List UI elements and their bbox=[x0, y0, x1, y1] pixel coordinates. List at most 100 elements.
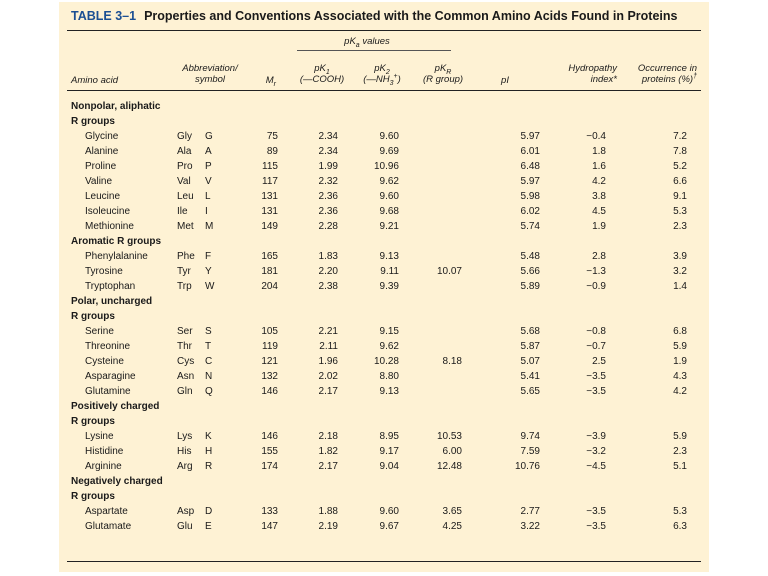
table-row: Phenylalanine Phe F 165 1.83 9.13 5.48 2.8 3.9 bbox=[59, 249, 687, 264]
abbreviation-cell: Ser bbox=[177, 326, 193, 337]
abbreviation-cell: Gly bbox=[177, 131, 192, 142]
abbreviation-cell: Glu bbox=[177, 521, 193, 532]
pka-values-header: pKa values bbox=[344, 36, 390, 49]
mr-cell: 119 bbox=[262, 341, 278, 352]
symbol-cell: N bbox=[205, 371, 213, 382]
group-header-row: Polar, uncharged bbox=[59, 294, 687, 309]
pk2-cell: 8.95 bbox=[379, 431, 399, 442]
hydropathy-cell: −3.2 bbox=[586, 446, 606, 457]
pk2-cell: 9.39 bbox=[379, 281, 399, 292]
group-label: R groups bbox=[71, 491, 115, 502]
pk2-cell: 10.96 bbox=[373, 161, 399, 172]
name-cell: Tryptophan bbox=[85, 281, 136, 292]
pkr-cell: 12.48 bbox=[436, 461, 462, 472]
pkr-cell: 10.53 bbox=[436, 431, 462, 442]
abbreviation-cell: Phe bbox=[177, 251, 195, 262]
pkr-cell: 3.65 bbox=[442, 506, 462, 517]
pk2-cell: 9.60 bbox=[379, 191, 399, 202]
mr-cell: 147 bbox=[261, 521, 278, 532]
table-row: Asparagine Asn N 132 2.02 8.80 5.41 −3.5 4.3 bbox=[59, 369, 687, 384]
table-panel: TABLE 3–1 Properties and Conventions Asso… bbox=[59, 2, 709, 572]
hydropathy-cell: 1.8 bbox=[592, 146, 606, 157]
mr-cell: 131 bbox=[261, 191, 278, 202]
mr-cell: 117 bbox=[262, 176, 278, 187]
hydropathy-cell: 4.5 bbox=[592, 206, 606, 217]
table-row: Valine Val V 117 2.32 9.62 5.97 4.2 6.6 bbox=[59, 174, 687, 189]
abbreviation-cell: Met bbox=[177, 221, 194, 232]
name-cell: Aspartate bbox=[85, 506, 128, 517]
pk2-cell: 9.11 bbox=[380, 266, 399, 277]
occurrence-cell: 5.3 bbox=[673, 206, 687, 217]
mr-cell: 165 bbox=[261, 251, 278, 262]
mr-cell: 121 bbox=[261, 356, 278, 367]
hydropathy-cell: −0.9 bbox=[586, 281, 606, 292]
hydropathy-cell: −1.3 bbox=[586, 266, 606, 277]
pk1-cell: 2.36 bbox=[318, 191, 338, 202]
name-cell: Lysine bbox=[85, 431, 114, 442]
hydropathy-cell: −4.5 bbox=[586, 461, 606, 472]
mr-cell: 115 bbox=[262, 161, 278, 172]
table-row: Tryptophan Trp W 204 2.38 9.39 5.89 −0.9 1.4 bbox=[59, 279, 687, 294]
mr-cell: 174 bbox=[261, 461, 278, 472]
pk1-cell: 2.02 bbox=[318, 371, 338, 382]
pk1-cell: 2.32 bbox=[318, 176, 338, 187]
name-cell: Cysteine bbox=[85, 356, 124, 367]
symbol-cell: C bbox=[205, 356, 213, 367]
abbreviation-cell: Gln bbox=[177, 386, 193, 397]
pk1-cell: 2.17 bbox=[318, 461, 338, 472]
pkr-cell bbox=[399, 279, 462, 294]
pi-cell: 5.68 bbox=[520, 326, 540, 337]
pi-cell: 5.48 bbox=[520, 251, 540, 262]
pi-cell: 6.01 bbox=[520, 146, 540, 157]
pk2-cell: 10.28 bbox=[373, 356, 399, 367]
group-header-row: Aromatic R groups bbox=[59, 234, 687, 249]
symbol-cell: S bbox=[205, 326, 212, 337]
symbol-cell: H bbox=[205, 446, 213, 457]
abbreviation-cell: Lys bbox=[177, 431, 193, 442]
hydropathy-cell: 1.6 bbox=[592, 161, 606, 172]
pkr-cell bbox=[399, 129, 462, 144]
name-cell: Threonine bbox=[85, 341, 131, 352]
hydropathy-cell: −3.5 bbox=[586, 521, 606, 532]
occurrence-cell: 4.2 bbox=[673, 386, 687, 397]
mr-cell: 146 bbox=[261, 386, 278, 397]
pkr-cell bbox=[399, 369, 462, 384]
pkr-cell bbox=[399, 189, 462, 204]
abbreviation-cell: Ala bbox=[177, 146, 192, 157]
hydropathy-cell: 2.8 bbox=[592, 251, 606, 262]
group-header-row: Positively charged bbox=[59, 399, 687, 414]
occurrence-cell: 7.8 bbox=[673, 146, 687, 157]
header-pk1: pK1 (—COOH) bbox=[299, 63, 345, 85]
pk2-cell: 9.21 bbox=[379, 221, 399, 232]
abbreviation-cell: Tyr bbox=[177, 266, 191, 277]
pi-cell: 3.22 bbox=[520, 521, 540, 532]
table-row: Proline Pro P 115 1.99 10.96 6.48 1.6 5.2 bbox=[59, 159, 687, 174]
pi-cell: 5.66 bbox=[520, 266, 540, 277]
pka-underline bbox=[297, 50, 451, 51]
name-cell: Serine bbox=[85, 326, 114, 337]
pk2-cell: 9.62 bbox=[379, 341, 399, 352]
hydropathy-cell: −3.9 bbox=[586, 431, 606, 442]
occurrence-cell: 3.2 bbox=[673, 266, 687, 277]
table-row: Histidine His H 155 1.82 9.17 6.00 7.59 −3.2 2.3 bbox=[59, 444, 687, 459]
pi-cell: 6.02 bbox=[520, 206, 540, 217]
group-header-row: R groups bbox=[59, 114, 687, 129]
symbol-cell: G bbox=[205, 131, 213, 142]
table-number: TABLE 3–1 bbox=[71, 9, 137, 23]
table-row: Leucine Leu L 131 2.36 9.60 5.98 3.8 9.1 bbox=[59, 189, 687, 204]
pi-cell: 9.74 bbox=[520, 431, 540, 442]
table-row: Glutamate Glu E 147 2.19 9.67 4.25 3.22 −3.5 6.3 bbox=[59, 519, 687, 534]
pkr-cell: 4.25 bbox=[442, 521, 462, 532]
pkr-cell: 10.07 bbox=[436, 266, 462, 277]
table-row: Tyrosine Tyr Y 181 2.20 9.11 10.07 5.66 −1.3 3.2 bbox=[59, 264, 687, 279]
pk2-cell: 9.67 bbox=[379, 521, 399, 532]
hydropathy-cell: 2.5 bbox=[592, 356, 606, 367]
group-label: R groups bbox=[71, 311, 115, 322]
pi-cell: 10.76 bbox=[514, 461, 540, 472]
symbol-cell: Q bbox=[205, 386, 213, 397]
hydropathy-cell: −0.8 bbox=[586, 326, 606, 337]
pk1-cell: 1.82 bbox=[318, 446, 338, 457]
name-cell: Glutamate bbox=[85, 521, 132, 532]
pkr-cell bbox=[399, 204, 462, 219]
mr-cell: 105 bbox=[261, 326, 278, 337]
